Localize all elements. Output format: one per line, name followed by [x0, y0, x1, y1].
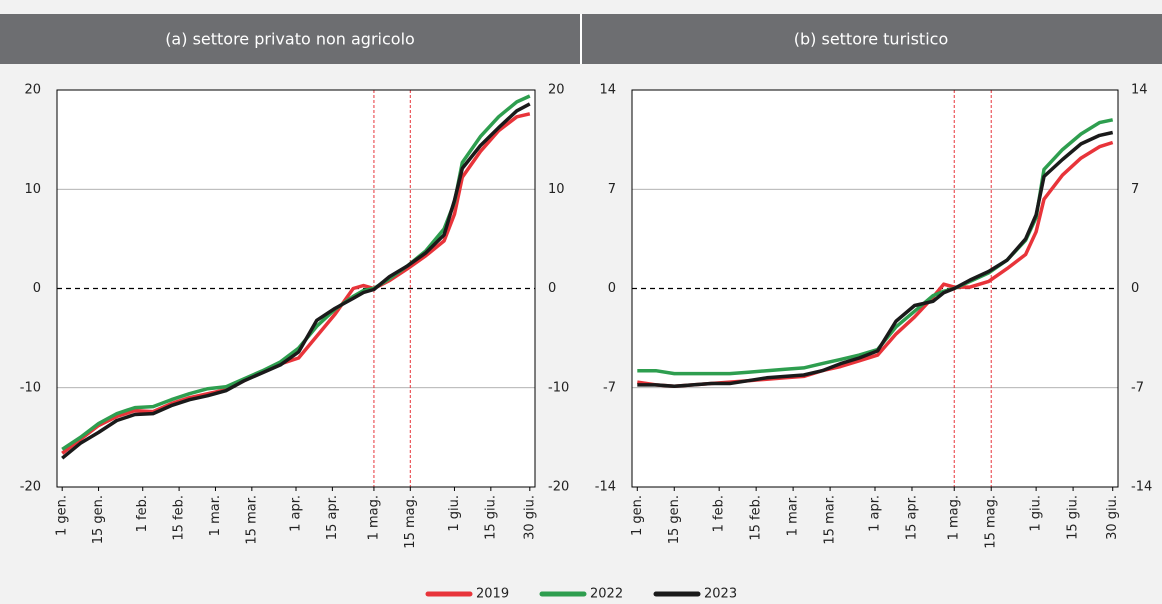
y-tick-label: 10	[24, 182, 41, 197]
plot-frame	[631, 89, 1119, 488]
y-tick-label: 0	[608, 281, 616, 296]
x-tick-label: 1 giu.	[447, 495, 462, 532]
legend-label: 2019	[476, 587, 509, 602]
x-tick-label: 1 apr.	[289, 495, 304, 532]
x-tick-label: 1 mar.	[208, 495, 223, 536]
x-tick-label: 1 gen.	[55, 495, 70, 536]
y2-tick-label: 0	[1131, 281, 1139, 296]
x-tick-label: 30 giu.	[522, 495, 537, 540]
y2-tick-label: 10	[548, 182, 565, 197]
x-tick-label: 1 apr.	[868, 495, 883, 532]
y-tick-label: 14	[599, 83, 616, 98]
y-tick-label: -10	[20, 380, 41, 395]
y2-tick-label: -20	[548, 480, 569, 495]
data-line	[637, 130, 1114, 389]
x-tick-label: 15 feb.	[749, 495, 764, 541]
x-tick-label: 1 mar.	[786, 495, 801, 536]
x-tick-label: 15 gen.	[667, 495, 682, 544]
y2-tick-label: 14	[1131, 83, 1148, 98]
x-tick-label: 15 gen.	[91, 495, 106, 544]
x-tick-label: 15 giu.	[1066, 495, 1081, 540]
y2-tick-label: -7	[1131, 380, 1144, 395]
x-tick-label: 15 giu.	[483, 495, 498, 540]
x-tick-label: 15 apr.	[904, 495, 919, 540]
panel-title: (a) settore privato non agricolo	[165, 30, 415, 49]
x-tick-label: 15 mag.	[984, 495, 999, 549]
y-tick-label: -20	[20, 480, 41, 495]
x-tick-label: 1 feb.	[135, 495, 150, 532]
y-tick-label: 0	[33, 281, 41, 296]
x-tick-label: 15 apr.	[325, 495, 340, 540]
data-line	[61, 102, 531, 460]
legend-label: 2022	[590, 587, 623, 602]
panel-title: (b) settore turistico	[794, 30, 948, 49]
x-tick-label: 15 mar.	[244, 495, 259, 545]
x-tick-label: 1 mag.	[366, 495, 381, 540]
x-tick-label: 15 feb.	[172, 495, 187, 541]
y2-tick-label: 0	[548, 281, 556, 296]
plot-frame	[56, 89, 536, 488]
x-tick-label: 15 mar.	[823, 495, 838, 545]
y-tick-label: -14	[595, 480, 616, 495]
x-tick-label: 1 mag.	[947, 495, 962, 540]
x-tick-label: 1 giu.	[1029, 495, 1044, 532]
x-tick-label: 30 giu.	[1105, 495, 1120, 540]
y-tick-label: 20	[24, 83, 41, 98]
data-line	[61, 112, 531, 455]
legend-label: 2023	[704, 587, 737, 602]
x-tick-label: 1 gen.	[630, 495, 645, 536]
y2-tick-label: 7	[1131, 182, 1139, 197]
y-tick-label: 7	[608, 182, 616, 197]
y2-tick-label: -14	[1131, 480, 1152, 495]
x-tick-label: 15 mag.	[403, 495, 418, 549]
y-tick-label: -7	[603, 380, 616, 395]
y2-tick-label: 20	[548, 83, 565, 98]
y2-tick-label: -10	[548, 380, 569, 395]
x-tick-label: 1 feb.	[712, 495, 727, 532]
